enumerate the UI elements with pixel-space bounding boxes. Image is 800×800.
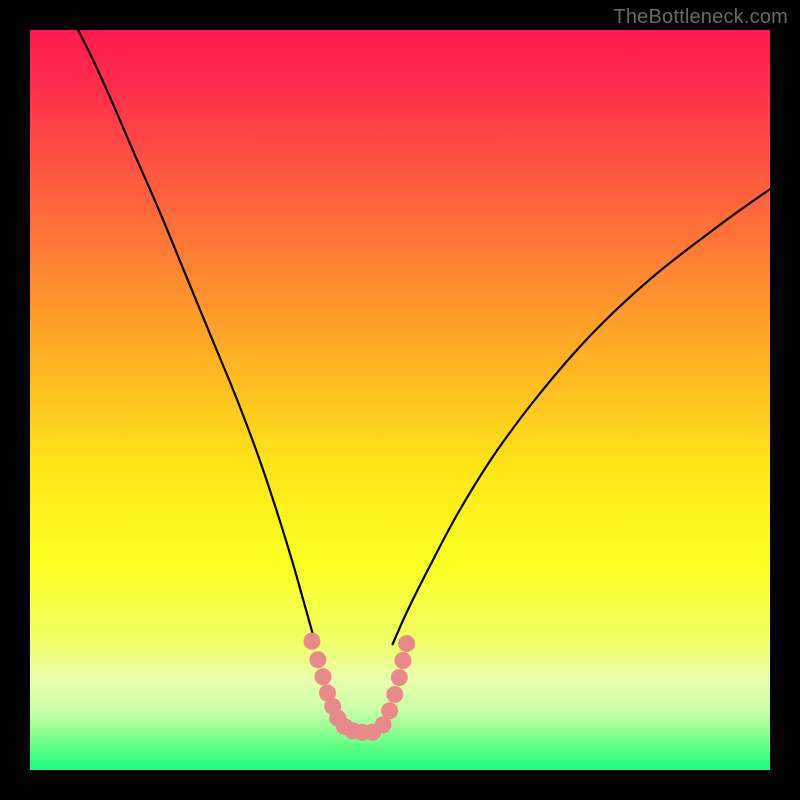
valley-dot	[381, 702, 398, 719]
valley-dot	[386, 686, 403, 703]
valley-dot	[303, 633, 320, 650]
chart-frame: TheBottleneck.com	[0, 0, 800, 800]
valley-dot	[315, 668, 332, 685]
curves-layer	[30, 30, 770, 770]
plot-area	[30, 30, 770, 770]
right-ascending-curve	[393, 189, 770, 644]
watermark-text: TheBottleneck.com	[613, 6, 788, 29]
left-descending-curve	[78, 30, 316, 644]
valley-dot	[309, 651, 326, 668]
valley-dot	[391, 669, 408, 686]
valley-dot	[398, 635, 415, 652]
valley-dot	[394, 652, 411, 669]
